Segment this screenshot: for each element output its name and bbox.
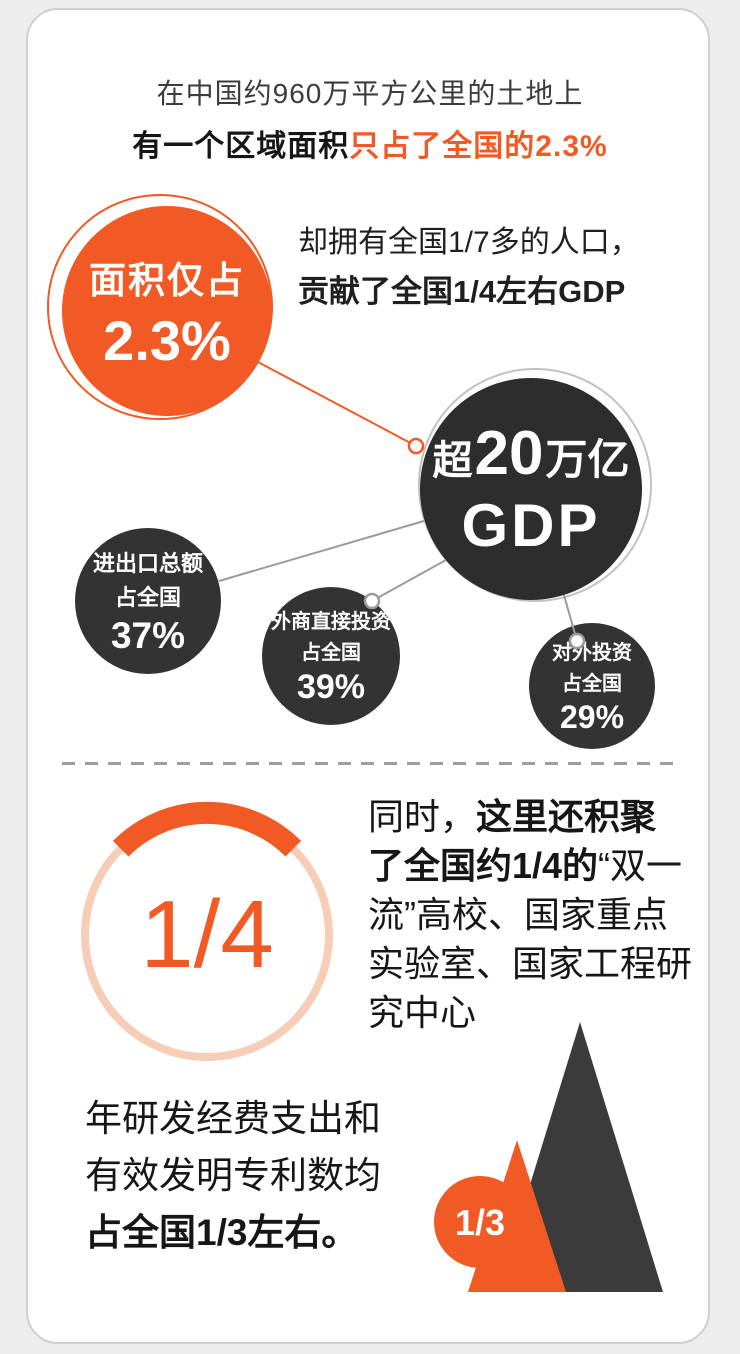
third-badge-circle [434, 1176, 526, 1268]
area-circle-value: 2.3% [103, 308, 231, 372]
intro-line1: 却拥有全国1/7多的人口， [298, 226, 640, 259]
header-line2-accent: 只占了全国的2.3% [349, 130, 608, 163]
stat-title: 进出口总额 [92, 550, 203, 576]
stat-title: 外商直接投资 [271, 611, 391, 633]
intro-text: 却拥有全国1/7多的人口， 贡献了全国1/4左右GDP [298, 218, 640, 316]
quarter-donut-ring [81, 802, 333, 1061]
third-line3: 占全国1/3左右。 [85, 1212, 359, 1253]
gdp-unit: 万亿 [545, 436, 630, 483]
mountains-graphic: 1/3 [434, 1022, 663, 1292]
stat-subtitle: 占全国 [562, 673, 622, 695]
quarter-text-rest: “双一流”高校、国家重点实验室、国家工程研究中心 [368, 845, 693, 1033]
stat-value: 37% [110, 614, 186, 656]
stat-circle-outbound-investment: 对外投资 占全国 29% [529, 623, 655, 749]
area-circle-ring-decoration [47, 194, 273, 420]
gdp-prefix: 超 [432, 439, 473, 483]
header-line2: 有一个区域面积只占了全国的2.3% [0, 121, 740, 165]
stat-value: 39% [296, 668, 366, 706]
intro-line2: 贡献了全国1/4左右GDP [298, 274, 626, 309]
quarter-paragraph: 同时，这里还积聚了全国约1/4的“双一流”高校、国家重点实验室、国家工程研究中心 [368, 792, 692, 1037]
stat-subtitle: 占全国 [301, 642, 361, 664]
area-circle: 面积仅占 2.3% [62, 206, 272, 416]
header-line1: 在中国约960万平方公里的土地上 [156, 78, 584, 109]
area-circle-label: 面积仅占 [89, 259, 245, 301]
stat-subtitle: 占全国 [114, 584, 181, 610]
stat-title: 对外投资 [552, 642, 632, 664]
third-line2: 有效发明专利数均 [85, 1155, 381, 1196]
quarter-text-lead: 同时， [368, 796, 477, 837]
gdp-circle: 超 20 万亿 GDP [420, 378, 642, 600]
stat-circle-foreign-investment: 外商直接投资 占全国 39% [262, 587, 400, 725]
gdp-amount: 超 20 万亿 [433, 418, 630, 489]
stat-circle-imports-exports: 进出口总额 占全国 37% [75, 528, 221, 674]
gdp-label: GDP [461, 492, 601, 559]
third-badge-label: 1/3 [455, 1202, 505, 1243]
quarter-ratio-value: 1/4 [140, 881, 274, 988]
quarter-text-bold: 这里还积聚了全国约1/4的 [368, 796, 657, 886]
gdp-circle-ring-decoration [418, 368, 652, 602]
stat-value: 29% [559, 699, 625, 735]
third-paragraph: 年研发经费支出和 有效发明专利数均 占全国1/3左右。 [85, 1090, 381, 1261]
third-line1: 年研发经费支出和 [85, 1098, 381, 1139]
dashed-divider [62, 762, 678, 765]
gdp-number: 20 [474, 419, 544, 488]
header-line2-bold: 有一个区域面积 [132, 130, 350, 163]
